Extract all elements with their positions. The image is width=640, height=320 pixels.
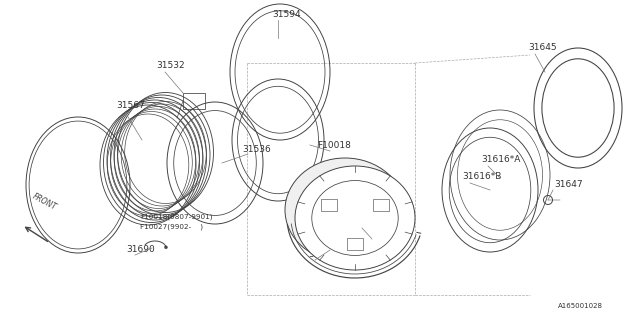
- Text: 31690: 31690: [126, 245, 155, 254]
- Text: F10018(9807-9901): F10018(9807-9901): [140, 213, 212, 220]
- Ellipse shape: [164, 246, 168, 249]
- Text: 31536: 31536: [242, 145, 271, 154]
- Text: 31647: 31647: [554, 180, 582, 189]
- Text: 31599: 31599: [308, 250, 337, 259]
- Ellipse shape: [312, 180, 398, 255]
- Text: 31645: 31645: [528, 43, 557, 52]
- Bar: [183, 93, 205, 109]
- Bar: [373, 199, 389, 211]
- Bar: [321, 199, 337, 211]
- Text: F10018: F10018: [317, 141, 351, 150]
- Text: A165001028: A165001028: [558, 303, 603, 309]
- Ellipse shape: [295, 166, 415, 270]
- Bar: [347, 238, 363, 250]
- Text: 31532: 31532: [156, 61, 184, 70]
- Text: 31594: 31594: [272, 10, 301, 19]
- Text: 31646: 31646: [366, 230, 395, 239]
- Text: 31616*B: 31616*B: [462, 172, 501, 181]
- Text: F10027(9902-    ): F10027(9902- ): [140, 223, 203, 229]
- Ellipse shape: [285, 158, 405, 262]
- Text: FRONT: FRONT: [31, 192, 58, 212]
- Text: 31567: 31567: [116, 101, 145, 110]
- Text: 31616*A: 31616*A: [481, 155, 520, 164]
